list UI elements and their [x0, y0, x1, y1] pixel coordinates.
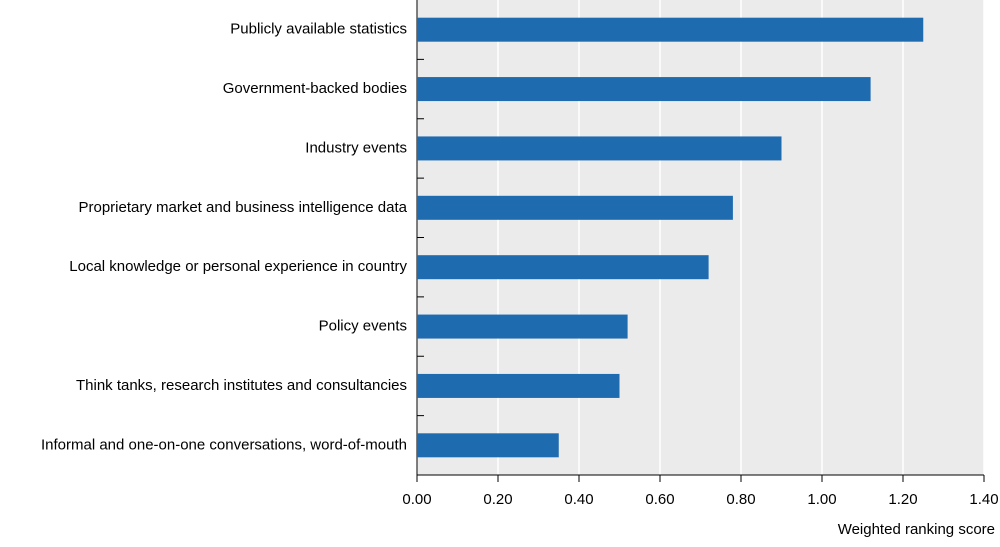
x-tick-label: 1.00 [807, 491, 836, 508]
bar [417, 433, 559, 458]
x-tick-label: 1.40 [969, 491, 998, 508]
bar [417, 77, 871, 102]
x-tick-label: 0.80 [726, 491, 755, 508]
bar [417, 255, 709, 280]
y-tick-label: Policy events [319, 318, 407, 335]
y-tick-label: Industry events [305, 139, 407, 156]
bar [417, 373, 620, 398]
y-tick-label: Think tanks, research institutes and con… [76, 377, 407, 394]
x-tick-label: 0.00 [402, 491, 431, 508]
y-tick-label: Local knowledge or personal experience i… [69, 258, 407, 275]
y-tick-label: Government-backed bodies [223, 80, 407, 97]
y-tick-label: Informal and one-on-one conversations, w… [41, 436, 407, 453]
x-tick-label: 0.20 [483, 491, 512, 508]
y-tick-label: Publicly available statistics [230, 21, 407, 38]
x-axis-title: Weighted ranking score [838, 521, 995, 538]
plot-background [417, 0, 984, 475]
x-tick-label: 1.20 [888, 491, 917, 508]
x-tick-label: 0.40 [564, 491, 593, 508]
bar [417, 195, 733, 220]
bar [417, 136, 782, 161]
bar [417, 17, 924, 42]
y-tick-label: Proprietary market and business intellig… [78, 199, 407, 216]
bar [417, 314, 628, 339]
x-tick-label: 0.60 [645, 491, 674, 508]
